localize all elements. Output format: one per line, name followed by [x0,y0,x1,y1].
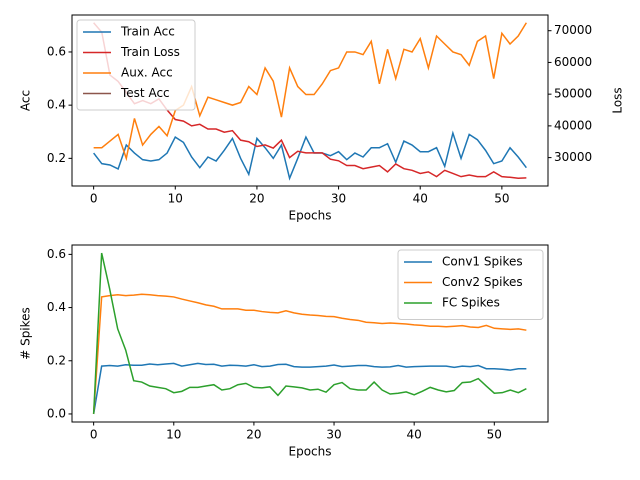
legend-label: Conv2 Spikes [442,275,523,289]
x-tick-label: 50 [494,192,509,206]
x-tick-label: 20 [246,428,261,442]
legend: Conv1 Spikes Conv2 Spikes FC Spikes [397,249,544,320]
y2-tick-label: 30000 [554,150,592,164]
series-line [93,130,527,181]
y2-tick-label: 70000 [554,23,592,37]
axes-frame [71,14,549,187]
y-axis-label: # Spikes [19,307,33,360]
x-tick-label: 10 [166,428,181,442]
y-tick-label: 0.0 [47,406,66,420]
x-tick-label: 0 [90,428,98,442]
legend: Train Acc Train Loss Aux. Acc Test Acc [76,19,196,111]
y-tick-label: 0.2 [47,151,66,165]
y2-tick-label: 50000 [554,87,592,101]
legend-label: FC Spikes [442,296,500,310]
x-tick-label: 0 [90,192,98,206]
x-tick-label: 50 [487,428,502,442]
series-line [92,362,527,415]
x-tick-label: 20 [249,192,264,206]
x-axis-label: Epochs [289,209,332,223]
x-tick-label: 40 [407,428,422,442]
axes-frame [71,244,549,423]
axes: 0 10 20 30 40 50 0.0 0.2 0.4 0.6 Epochs # Spikes Con… [19,244,549,459]
legend-label: Aux. Acc [121,66,173,80]
series-line [92,252,527,414]
legend-label: Conv1 Spikes [442,255,523,269]
y2-axis-label: Loss [611,87,625,113]
y-tick-label: 0.2 [47,353,66,367]
y-axis-label: Acc [19,90,33,111]
axes: 0 10 20 30 40 50 0.2 0.4 0.6 30000 40000 50000 60000… [19,14,625,223]
legend-label: Test Acc [120,86,170,100]
y2-tick-label: 40000 [554,118,592,132]
x-tick-label: 10 [168,192,183,206]
y-tick-label: 0.6 [47,247,66,261]
x-axis-label: Epochs [289,445,332,459]
y-tick-label: 0.6 [47,44,66,58]
legend-box [76,19,196,111]
y2-tick-label: 60000 [554,55,592,69]
legend-label: Train Loss [120,45,180,59]
legend-label: Train Acc [120,25,175,39]
x-tick-label: 40 [413,192,428,206]
series-line [93,22,527,162]
y-tick-label: 0.4 [47,98,66,112]
x-tick-label: 30 [331,192,346,206]
legend-box [397,249,544,320]
y-tick-label: 0.4 [47,300,66,314]
series-line [92,293,527,415]
x-tick-label: 30 [326,428,341,442]
